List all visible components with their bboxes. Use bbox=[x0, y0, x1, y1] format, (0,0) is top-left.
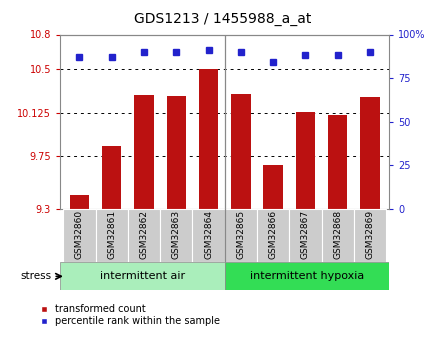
Bar bbox=[160, 209, 192, 262]
Bar bbox=[60, 262, 225, 290]
Text: GSM32866: GSM32866 bbox=[269, 210, 278, 259]
Legend: transformed count, percentile rank within the sample: transformed count, percentile rank withi… bbox=[36, 300, 224, 330]
Bar bbox=[128, 209, 160, 262]
Bar bbox=[96, 209, 128, 262]
Bar bbox=[289, 209, 322, 262]
Bar bbox=[354, 209, 386, 262]
Bar bbox=[296, 112, 315, 209]
Bar bbox=[231, 94, 251, 209]
Bar bbox=[257, 209, 289, 262]
Bar bbox=[199, 69, 218, 209]
Bar bbox=[134, 95, 154, 209]
Bar bbox=[328, 115, 348, 209]
Text: GSM32863: GSM32863 bbox=[172, 210, 181, 259]
Bar bbox=[192, 209, 225, 262]
Bar bbox=[63, 209, 96, 262]
Text: intermittent hypoxia: intermittent hypoxia bbox=[250, 272, 364, 281]
Bar bbox=[360, 97, 380, 209]
Text: GSM32867: GSM32867 bbox=[301, 210, 310, 259]
Bar bbox=[102, 146, 121, 209]
Text: intermittent air: intermittent air bbox=[100, 272, 185, 281]
Text: GSM32869: GSM32869 bbox=[365, 210, 375, 259]
Text: GSM32864: GSM32864 bbox=[204, 210, 213, 259]
Text: GSM32862: GSM32862 bbox=[140, 210, 149, 259]
Bar bbox=[322, 209, 354, 262]
Text: GSM32868: GSM32868 bbox=[333, 210, 342, 259]
Text: GSM32865: GSM32865 bbox=[236, 210, 245, 259]
Bar bbox=[225, 262, 389, 290]
Bar bbox=[166, 96, 186, 209]
Text: GSM32861: GSM32861 bbox=[107, 210, 116, 259]
Text: GSM32860: GSM32860 bbox=[75, 210, 84, 259]
Text: GDS1213 / 1455988_a_at: GDS1213 / 1455988_a_at bbox=[134, 12, 311, 26]
Text: stress: stress bbox=[20, 272, 51, 281]
Bar bbox=[263, 165, 283, 209]
Bar bbox=[70, 195, 89, 209]
Bar bbox=[225, 209, 257, 262]
